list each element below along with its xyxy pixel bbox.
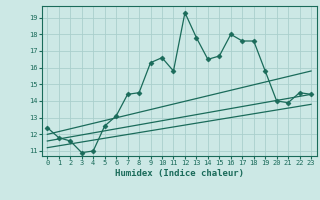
X-axis label: Humidex (Indice chaleur): Humidex (Indice chaleur) <box>115 169 244 178</box>
